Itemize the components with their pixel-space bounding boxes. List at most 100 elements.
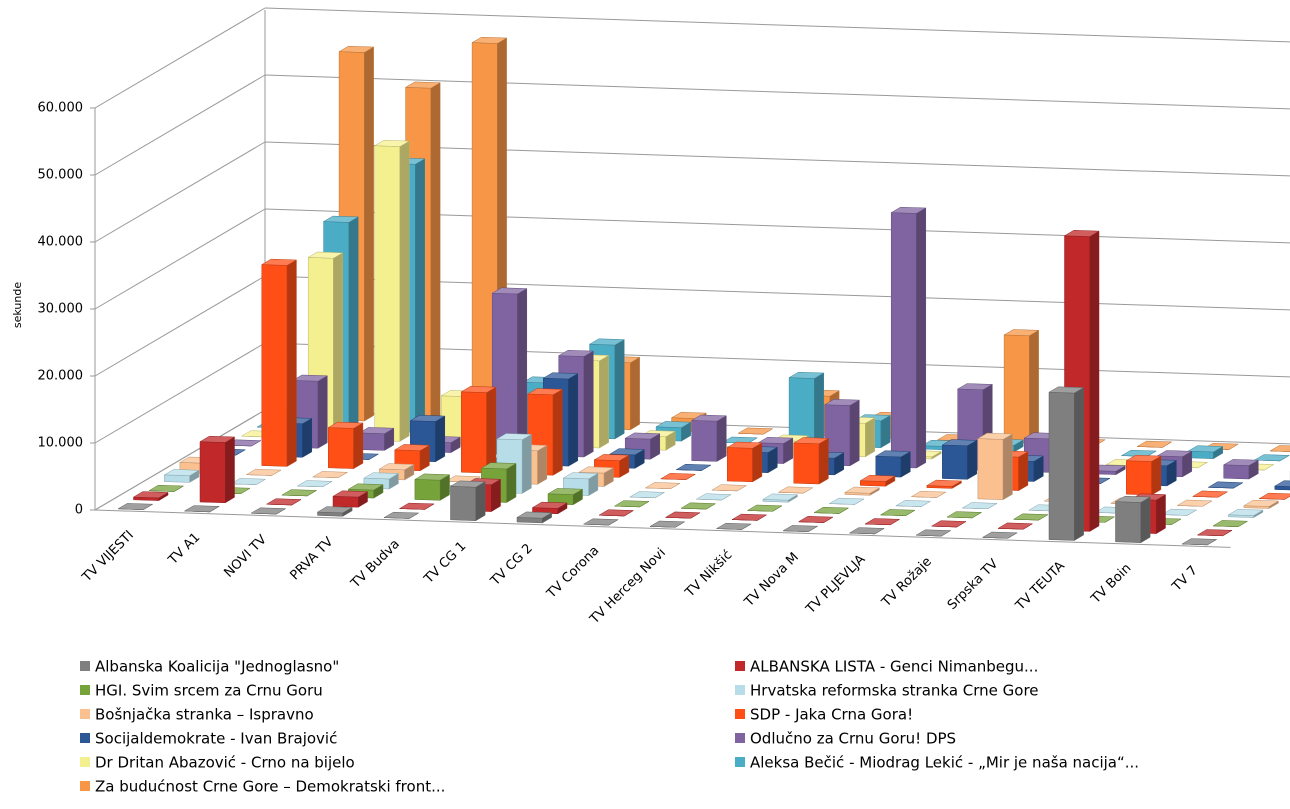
x-tick-label: TV Nova M (741, 550, 802, 611)
bar-top (946, 511, 983, 519)
bar-top (1114, 495, 1151, 503)
bar-top (531, 501, 568, 509)
bar-top (496, 433, 533, 441)
bar-side (716, 415, 727, 462)
bar-top (608, 448, 646, 456)
bar-front (414, 479, 441, 501)
bar-top (961, 502, 998, 510)
legend-swatch (80, 733, 90, 743)
bar-top (695, 493, 732, 501)
x-tick-label: TV CG 2 (487, 541, 535, 589)
bar-side (302, 417, 313, 458)
bar-side (506, 463, 517, 503)
bar-top (664, 511, 701, 519)
bar-top (547, 488, 584, 495)
bar-top (956, 383, 994, 391)
bar-top (516, 511, 553, 519)
bar-top (148, 484, 185, 492)
bar-top (782, 525, 819, 532)
bar-top (813, 506, 850, 514)
bar-top (332, 490, 369, 498)
bar-top (1258, 492, 1290, 500)
bar-top (1269, 445, 1290, 452)
x-tick-label: TV 7 (1169, 563, 1201, 595)
legend-swatch (735, 757, 745, 767)
bar-top (823, 399, 861, 406)
bar-front (977, 438, 1004, 500)
bar-side (1156, 494, 1166, 535)
bar-side (537, 444, 548, 485)
legend-swatch (735, 733, 745, 743)
bar-top (471, 36, 508, 44)
bar-top (307, 251, 344, 259)
bar-top (1048, 386, 1085, 394)
x-tick-label: TV Rožaje (878, 554, 934, 610)
bar-top (613, 500, 650, 508)
bar-side (630, 356, 640, 431)
bar-top (557, 350, 595, 357)
x-tick-label: TV TEUTA (1012, 559, 1068, 615)
legend-swatch (80, 709, 90, 719)
y-tick-label: 50.000 (38, 168, 84, 183)
bar-top (711, 484, 748, 492)
bar-side (568, 373, 579, 467)
x-tick-label: NOVI TV (221, 532, 269, 580)
bar-front (328, 427, 354, 469)
bar-top (526, 388, 564, 396)
bar-top (117, 503, 154, 510)
bar-top (690, 414, 728, 422)
x-tick-label: TV Budva (348, 537, 403, 592)
bar-top (383, 511, 420, 519)
bar-top (312, 471, 349, 478)
legend-label: Dr Dritan Abazović - Crno na bijelo (95, 754, 355, 772)
bar-top (1003, 329, 1040, 337)
bar-top (1125, 454, 1162, 462)
bar-top (281, 489, 318, 497)
bar-side (1074, 387, 1084, 541)
bar-front (164, 474, 190, 483)
bar-side (583, 350, 594, 458)
bar-top (844, 486, 881, 494)
bar-top (373, 140, 411, 147)
bar-top (930, 520, 967, 528)
bar-top (828, 497, 865, 505)
legend-swatch (735, 709, 745, 719)
bar-top (398, 502, 435, 510)
bar-front (332, 496, 359, 508)
bar-top (358, 427, 395, 434)
bar-top (132, 491, 169, 499)
bar-top (680, 502, 717, 510)
bar-side (814, 372, 824, 446)
bar-top (338, 45, 375, 53)
bar-side (1002, 433, 1013, 501)
bar-front (1223, 464, 1250, 480)
bar-top (260, 258, 298, 266)
bar-top (460, 386, 497, 393)
bar-side (818, 437, 829, 485)
bar-top (163, 469, 200, 476)
x-tick-label: TV Herceg Novi (587, 546, 669, 628)
bar-top (1063, 230, 1100, 237)
bar-top (1196, 529, 1233, 537)
bar-side (475, 481, 486, 522)
bar-top (675, 463, 712, 471)
bar-top (327, 421, 364, 429)
bar-side (521, 433, 532, 494)
bar-side (614, 339, 625, 440)
bar-top (1187, 445, 1224, 453)
bar-top (629, 491, 666, 499)
bar-top (762, 493, 799, 501)
bar-top (737, 427, 774, 435)
bar-top (449, 480, 486, 488)
bar-top (183, 505, 220, 513)
bar-side (517, 288, 528, 456)
legend-swatch (80, 781, 90, 791)
bar-top (598, 509, 635, 517)
x-tick-label: TV Corona (544, 543, 603, 602)
bar-top (593, 454, 630, 461)
bar-top (726, 441, 763, 449)
legend-label: Aleksa Bečić - Miodrag Lekić - „Mir je n… (750, 754, 1139, 772)
bar-top (981, 531, 1018, 539)
bar-top (199, 435, 236, 443)
bar-top (1253, 454, 1290, 462)
